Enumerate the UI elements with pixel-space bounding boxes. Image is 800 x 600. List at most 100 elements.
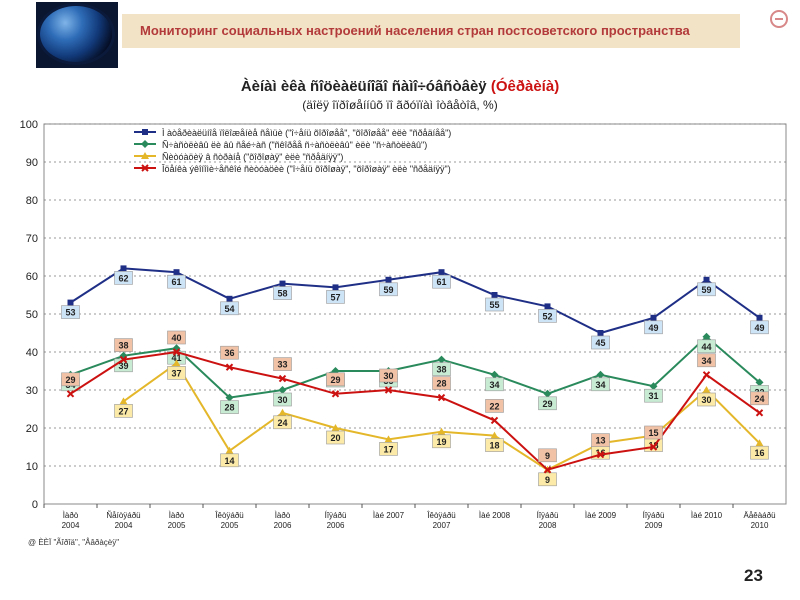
legend-marker [141, 140, 149, 148]
y-tick-label: 80 [26, 195, 38, 207]
x-tick-label: Ìàðò [275, 511, 291, 520]
data-label-box [114, 338, 133, 352]
legend-marker [142, 129, 148, 135]
data-point [66, 390, 75, 398]
data-point [491, 292, 498, 298]
data-label: 20 [330, 433, 340, 443]
data-point [384, 435, 393, 443]
data-label: 34 [489, 380, 499, 390]
data-label-box [326, 372, 345, 387]
x-tick-label: Äåêàáðü [743, 511, 775, 520]
data-label-box [591, 335, 610, 350]
y-tick-label: 0 [32, 499, 38, 511]
data-label: 57 [330, 292, 340, 302]
data-point [544, 303, 551, 310]
data-label: 37 [171, 368, 181, 378]
data-label-box [750, 445, 769, 460]
chart-title-country: (Óêðàèíà) [490, 78, 560, 95]
data-label-box [167, 274, 186, 289]
data-label-box [591, 433, 610, 447]
x-tick-label: Íîÿáðü [325, 511, 347, 520]
data-point [438, 269, 445, 276]
data-label: 40 [171, 333, 181, 343]
data-label-box [220, 400, 239, 414]
data-point [543, 389, 552, 398]
data-label: 17 [383, 444, 393, 454]
x-tick-label: 2005 [221, 521, 239, 530]
data-label: 49 [648, 323, 658, 333]
data-label: 62 [118, 273, 128, 283]
data-point [755, 378, 764, 387]
data-label: 29 [330, 375, 340, 385]
data-label-box [644, 320, 663, 335]
data-point [490, 370, 499, 379]
y-tick-label: 50 [26, 309, 38, 321]
data-label-box [432, 362, 451, 376]
data-label-box [61, 372, 80, 387]
data-point [490, 431, 499, 439]
page-number: 23 [744, 566, 763, 585]
data-label-box [644, 388, 663, 403]
series-line-4 [69, 350, 761, 471]
data-label: 41 [171, 353, 181, 363]
y-tick-label: 90 [26, 157, 38, 169]
data-point [278, 374, 287, 383]
data-point [703, 276, 710, 283]
y-tick-label: 70 [26, 233, 38, 245]
data-point [172, 359, 181, 367]
data-label-box [697, 392, 716, 407]
data-point [384, 386, 393, 394]
x-tick-label: Îêòÿáðü [426, 511, 455, 520]
x-tick-label: 2004 [115, 521, 133, 530]
data-label-box [538, 396, 557, 411]
legend-label: Ñ÷àñòëèâû ëè âû ñåé÷àñ ("ñêîðåå ñ÷àñòëèâ… [162, 140, 427, 150]
data-point [649, 443, 658, 451]
minus-circle-icon[interactable] [770, 10, 788, 28]
source-note: @ ÈÈÏ "Ãîðîä", "Åâðàçèÿ" [28, 538, 120, 547]
data-label-box [432, 274, 451, 289]
data-label: 28 [224, 403, 234, 413]
x-tick-label: Ìàé 2009 [585, 511, 617, 520]
data-point [278, 386, 287, 394]
page-header-title: Мониторинг социальных настроений населен… [140, 23, 690, 38]
x-tick-label: Ìàðò [169, 511, 185, 520]
data-point [437, 393, 446, 402]
data-point [596, 370, 605, 379]
chart-title-main: Àèíàì èêà ñîöèàëüíîãî ñàìî÷óâñòâèÿ [240, 78, 487, 95]
data-label: 52 [542, 311, 552, 321]
data-point [225, 446, 234, 454]
data-label-box [167, 366, 186, 380]
data-label: 38 [436, 365, 446, 375]
data-point [331, 424, 340, 431]
y-tick-label: 100 [20, 119, 38, 131]
data-label: 54 [224, 304, 234, 314]
data-label-box [379, 282, 398, 297]
data-label: 61 [436, 277, 446, 287]
data-point [649, 382, 658, 391]
data-label-box [432, 376, 451, 390]
data-label: 16 [754, 448, 764, 458]
data-point [437, 355, 446, 364]
chart-title: Àèíàì èêà ñîöèàëüíîãî ñàìî÷óâñòâèÿ (Óêðà… [0, 78, 800, 95]
x-tick-label: 2010 [751, 521, 769, 530]
x-tick-label: Íîÿáðü [643, 511, 665, 520]
data-label-box [61, 305, 80, 319]
data-label-box [697, 282, 716, 297]
data-label: 14 [224, 456, 234, 466]
data-label: 45 [595, 338, 605, 348]
data-label-box [114, 404, 133, 418]
data-label: 33 [277, 360, 287, 370]
data-point [385, 276, 392, 283]
x-tick-label: 2007 [433, 521, 451, 530]
data-point [702, 332, 711, 341]
data-label: 44 [701, 342, 711, 352]
x-tick-label: 2008 [539, 521, 557, 530]
data-label-box [273, 357, 292, 371]
data-label-box [485, 377, 504, 392]
data-label: 13 [595, 436, 605, 446]
data-label: 61 [171, 277, 181, 287]
data-label: 59 [701, 285, 711, 295]
data-label: 36 [224, 348, 234, 358]
legend-label: Ñèòóàöèÿ â ñòðàíå ("õîðîøàÿ" èëè "ñðåäíÿ… [162, 152, 343, 162]
data-point [119, 355, 128, 364]
